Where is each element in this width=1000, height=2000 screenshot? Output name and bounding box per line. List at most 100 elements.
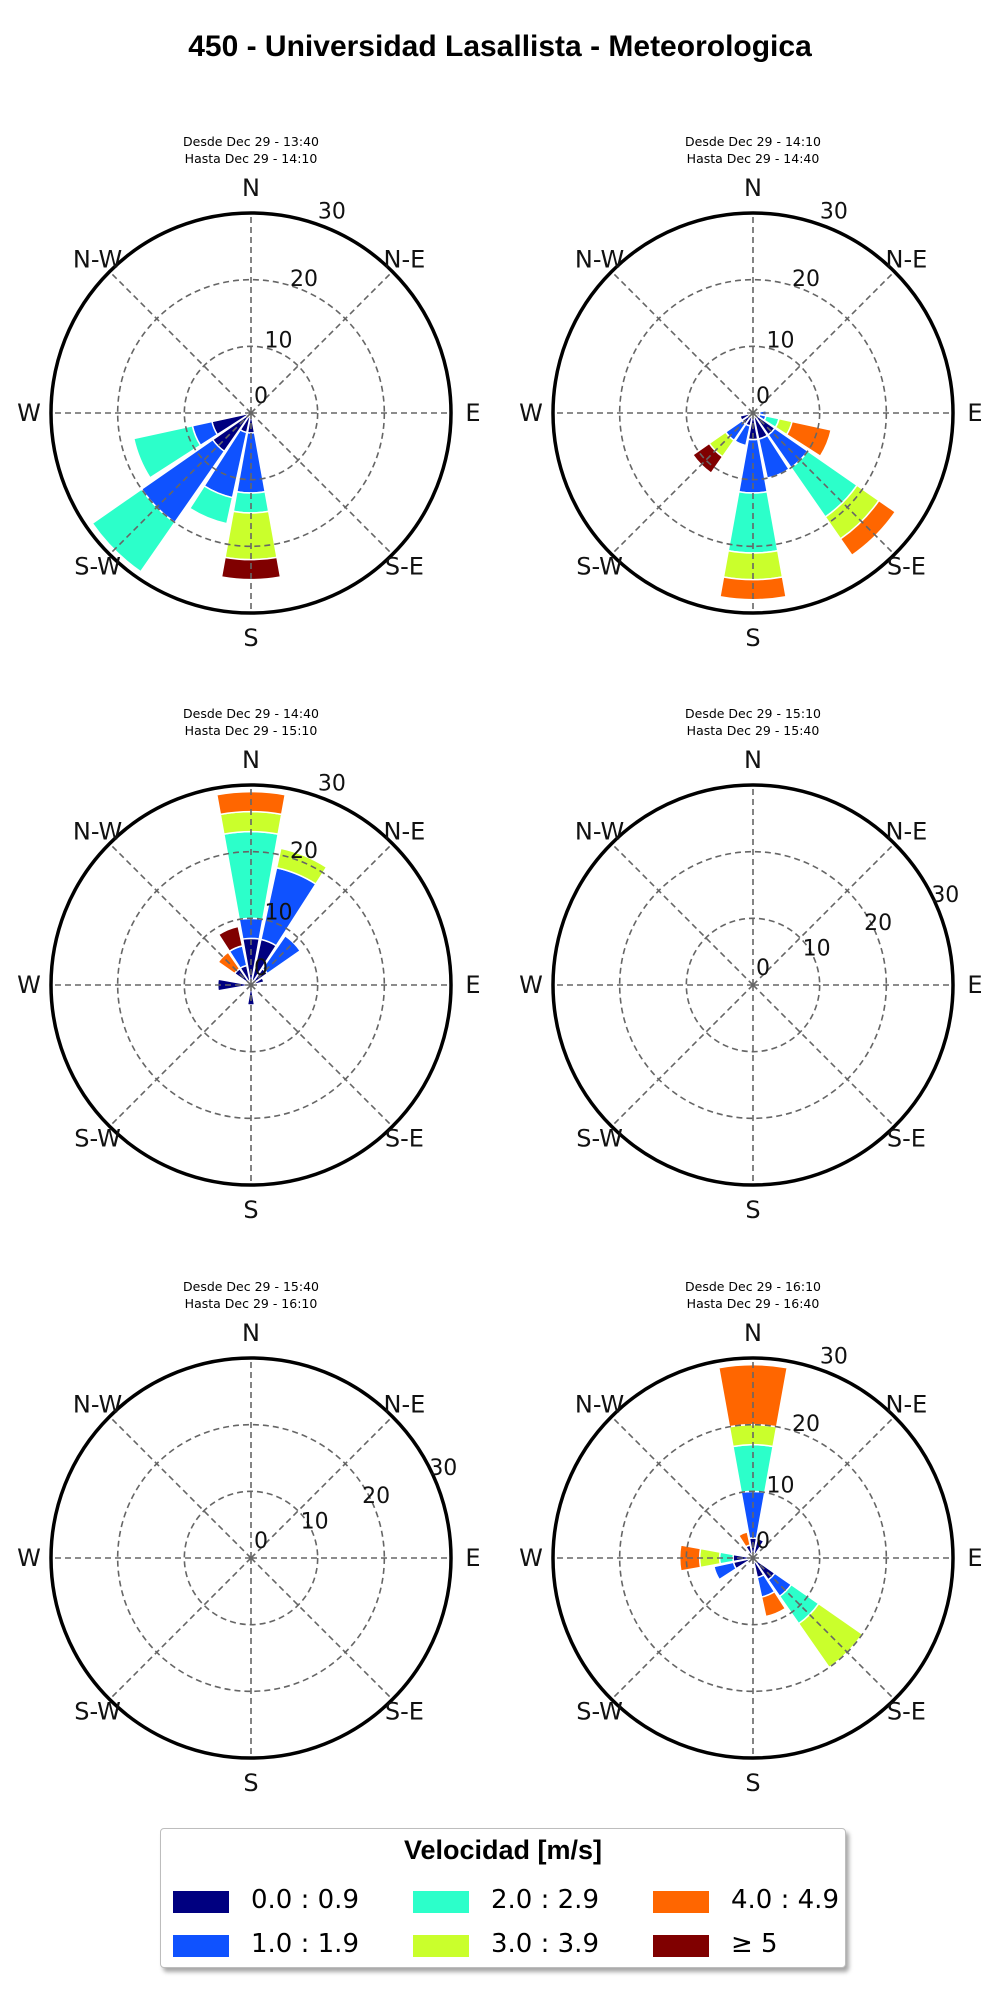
windrose-panel: Desde Dec 29 - 14:40 Hasta Dec 29 - 15:1… bbox=[17, 705, 480, 1225]
windrose-panel: Desde Dec 29 - 13:40 Hasta Dec 29 - 14:1… bbox=[17, 133, 480, 653]
windrose-plot: N N-E E S-E S S-W W N-W 0 10 20 30 bbox=[17, 746, 480, 1224]
wind-wedge bbox=[752, 1537, 765, 1559]
grid-spoke bbox=[611, 412, 754, 555]
grid bbox=[553, 785, 953, 1185]
grid-circle bbox=[183, 917, 319, 1053]
direction-label: N-W bbox=[575, 246, 624, 274]
direction-label: N-E bbox=[384, 1391, 426, 1419]
direction-label: N bbox=[242, 1319, 260, 1347]
radial-tick-label: 10 bbox=[301, 1509, 329, 1534]
wind-wedge bbox=[739, 412, 754, 422]
radial-tick-label: 30 bbox=[318, 772, 346, 797]
radial-tick-label: 10 bbox=[265, 328, 293, 353]
outer-ring bbox=[551, 1356, 955, 1760]
direction-label: N-W bbox=[575, 818, 624, 846]
grid-spoke bbox=[109, 984, 252, 1127]
radial-tick-label: 20 bbox=[792, 267, 820, 292]
radial-tick-label: 30 bbox=[931, 883, 959, 908]
period-to: Hasta Dec 29 - 16:40 bbox=[686, 1296, 820, 1311]
wind-wedge bbox=[737, 1531, 752, 1548]
radial-tick-label: 0 bbox=[254, 1529, 268, 1554]
windrose-plot: N N-E E S-E S S-W W N-W 0 10 20 30 bbox=[17, 174, 480, 652]
radial-tick-label: 20 bbox=[362, 1484, 390, 1509]
grid bbox=[51, 1358, 451, 1758]
direction-label: N-W bbox=[575, 1391, 624, 1419]
radial-tick-label: 0 bbox=[254, 956, 268, 981]
legend-title: Velocidad [m/s] bbox=[403, 1835, 603, 1865]
grid-spoke bbox=[250, 412, 393, 555]
wind-wedge bbox=[785, 420, 833, 458]
direction-label: S bbox=[745, 1769, 760, 1797]
radial-tick-label: 0 bbox=[756, 384, 770, 409]
windrose-panel: Desde Dec 29 - 14:10 Hasta Dec 29 - 14:4… bbox=[519, 133, 982, 653]
radial-tick-label: 20 bbox=[792, 1412, 820, 1437]
grid-spoke bbox=[611, 1557, 754, 1700]
radial-tick-label: 30 bbox=[318, 200, 346, 225]
grid-spoke bbox=[250, 1557, 393, 1700]
wedges bbox=[691, 409, 897, 601]
legend-label: 2.0 : 2.9 bbox=[491, 1885, 599, 1915]
direction-label: S-W bbox=[576, 1124, 623, 1152]
outer-ring bbox=[551, 211, 955, 615]
legend: Velocidad [m/s] 0.0 : 0.9 1.0 : 1.9 2.0 … bbox=[160, 1828, 846, 1968]
direction-label: N-W bbox=[73, 1391, 122, 1419]
radial-tick-label: 30 bbox=[429, 1456, 457, 1481]
direction-label: S-E bbox=[385, 1697, 424, 1725]
direction-label: W bbox=[17, 399, 41, 427]
direction-label: S-E bbox=[385, 552, 424, 580]
grid-spoke bbox=[752, 843, 895, 986]
direction-label: S bbox=[745, 1196, 760, 1224]
period-from: Desde Dec 29 - 14:10 bbox=[685, 134, 821, 149]
period-from: Desde Dec 29 - 15:40 bbox=[183, 1279, 319, 1294]
direction-label: N bbox=[744, 1319, 762, 1347]
direction-label: N-E bbox=[886, 1391, 928, 1419]
page-title: 450 - Universidad Lasallista - Meteorolo… bbox=[188, 30, 812, 63]
direction-label: N-W bbox=[73, 246, 122, 274]
grid-spoke bbox=[109, 1557, 252, 1700]
radial-tick-label: 20 bbox=[290, 839, 318, 864]
radial-tick-label: 10 bbox=[803, 936, 831, 961]
grid-spoke bbox=[250, 1416, 393, 1559]
radial-tick-label: 10 bbox=[767, 328, 795, 353]
direction-label: S-E bbox=[887, 552, 926, 580]
grid-spoke bbox=[109, 843, 252, 986]
direction-label: N bbox=[242, 174, 260, 202]
direction-label: W bbox=[17, 971, 41, 999]
windrose-panel: Desde Dec 29 - 16:10 Hasta Dec 29 - 16:4… bbox=[519, 1278, 982, 1798]
legend-swatch bbox=[173, 1891, 229, 1913]
period-label: Desde Dec 29 - 15:40 Hasta Dec 29 - 16:1… bbox=[36, 1278, 466, 1312]
period-label: Desde Dec 29 - 15:10 Hasta Dec 29 - 15:4… bbox=[538, 705, 968, 739]
grid bbox=[553, 1358, 953, 1758]
legend-swatch bbox=[653, 1891, 709, 1913]
direction-label: W bbox=[519, 399, 543, 427]
direction-label: S-E bbox=[385, 1124, 424, 1152]
grid-spoke bbox=[752, 412, 895, 555]
grid-circle bbox=[183, 345, 319, 481]
radial-tick-label: 0 bbox=[756, 1529, 770, 1554]
grid-spoke bbox=[752, 984, 895, 1127]
wind-wedge bbox=[246, 984, 256, 1006]
grid-spoke bbox=[250, 984, 393, 1127]
grid-circle bbox=[685, 1490, 821, 1626]
radial-tick-label: 0 bbox=[254, 384, 268, 409]
legend-swatch bbox=[173, 1935, 229, 1957]
period-from: Desde Dec 29 - 15:10 bbox=[685, 706, 821, 721]
period-label: Desde Dec 29 - 14:40 Hasta Dec 29 - 15:1… bbox=[36, 705, 466, 739]
grid-spoke bbox=[752, 1416, 895, 1559]
period-to: Hasta Dec 29 - 14:10 bbox=[184, 151, 318, 166]
period-from: Desde Dec 29 - 16:10 bbox=[685, 1279, 821, 1294]
direction-label: N-E bbox=[886, 818, 928, 846]
wind-wedge bbox=[91, 488, 176, 573]
radial-tick-label: 20 bbox=[290, 267, 318, 292]
direction-label: S-W bbox=[576, 1697, 623, 1725]
outer-ring bbox=[551, 783, 955, 1187]
grid-spoke bbox=[611, 1416, 754, 1559]
grid-spoke bbox=[109, 271, 252, 414]
grid-circle bbox=[183, 1490, 319, 1626]
grid-spoke bbox=[611, 843, 754, 986]
grid-circle bbox=[685, 917, 821, 1053]
period-label: Desde Dec 29 - 13:40 Hasta Dec 29 - 14:1… bbox=[36, 133, 466, 167]
radial-tick-label: 30 bbox=[820, 1345, 848, 1370]
direction-label: S bbox=[243, 1196, 258, 1224]
direction-label: E bbox=[465, 1544, 480, 1572]
